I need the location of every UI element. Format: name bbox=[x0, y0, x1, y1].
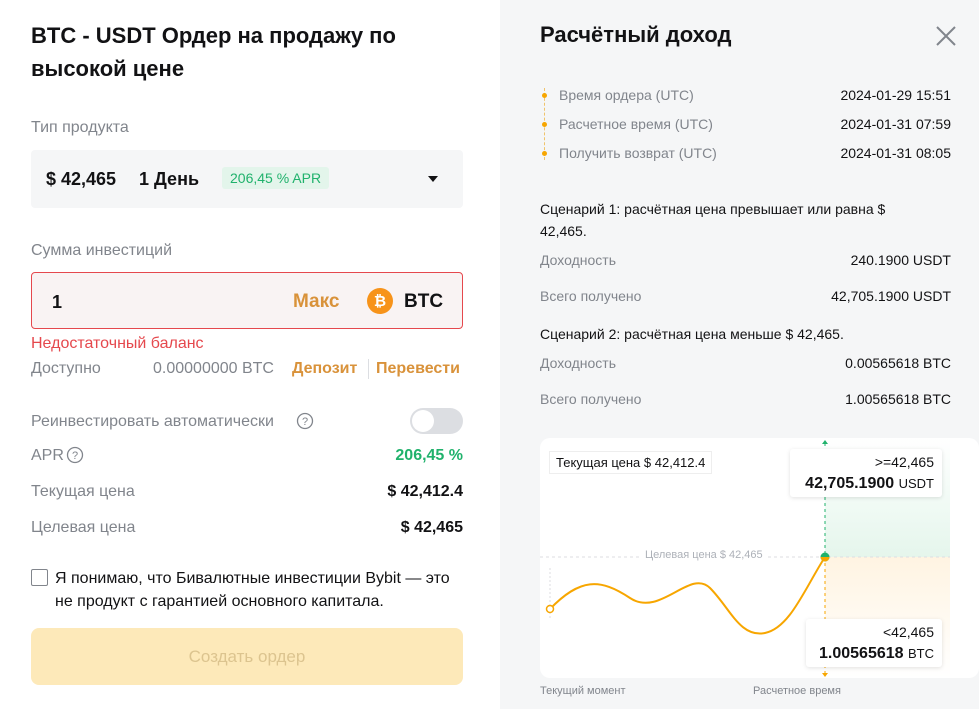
svg-text:?: ? bbox=[302, 416, 308, 428]
scenario-label: Всего получено bbox=[540, 288, 642, 304]
row-value: $ 42,465 bbox=[400, 519, 463, 536]
transfer-link[interactable]: Перевести bbox=[376, 360, 460, 377]
error-text: Недостаточный баланс bbox=[31, 335, 204, 352]
panel-title: Расчётный доход bbox=[540, 22, 732, 47]
timeline-value: 2024-01-31 08:05 bbox=[840, 145, 951, 161]
timeline-label: Получить возврат (UTC) bbox=[559, 145, 717, 161]
lower-unit: BTC bbox=[908, 646, 934, 661]
dropdown-arrow bbox=[428, 176, 438, 182]
max-button[interactable]: Макс bbox=[293, 291, 340, 312]
upper-unit: USDT bbox=[898, 476, 934, 491]
reinvest-label: Реинвестировать автоматически bbox=[31, 413, 274, 430]
x-end-label: Расчетное время bbox=[753, 685, 841, 697]
svg-text:?: ? bbox=[72, 450, 78, 462]
row-value: 206,45 % bbox=[395, 447, 463, 464]
scenario-label: Доходность bbox=[540, 355, 616, 371]
timeline-label: Время ордера (UTC) bbox=[559, 87, 694, 103]
scenario-value: 42,705.1900 USDT bbox=[831, 288, 951, 304]
agreement-text: Я понимаю, что Бивалютные инвестиции Byb… bbox=[55, 570, 450, 610]
timeline-dot bbox=[542, 93, 547, 98]
upper-condition: >=42,465 bbox=[874, 454, 934, 470]
info-icon[interactable]: ? bbox=[296, 412, 314, 430]
reinvest-toggle[interactable] bbox=[410, 408, 463, 434]
product-term: 1 День bbox=[139, 169, 200, 189]
lower-condition: <42,465 bbox=[883, 624, 934, 640]
amount-coin: BTC bbox=[404, 291, 444, 312]
right-panel: Расчётный доход Время ордера (UTC) 2024-0… bbox=[500, 0, 979, 709]
row-value: $ 42,412.4 bbox=[387, 483, 463, 500]
upper-box: >=42,465 42,705.1900 USDT bbox=[790, 449, 942, 497]
scenario-label: Всего получено bbox=[540, 391, 642, 407]
scenario-value: 0.00565618 BTC bbox=[845, 355, 951, 371]
timeline-value: 2024-01-31 07:59 bbox=[840, 116, 951, 132]
available-label: Доступно bbox=[31, 360, 101, 377]
upper-amount: 42,705.1900 bbox=[805, 475, 895, 492]
agreement-checkbox[interactable] bbox=[31, 569, 48, 586]
amount-label: Сумма инвестиций bbox=[31, 242, 173, 259]
timeline-label: Расчетное время (UTC) bbox=[559, 116, 713, 132]
current-price-label: Текущая цена $ 42,412.4 bbox=[549, 451, 713, 474]
scenario-title: Сценарий 1: расчётная цена превышает или… bbox=[540, 201, 886, 239]
timeline-dot bbox=[542, 122, 547, 127]
svg-text:₿: ₿ bbox=[374, 293, 386, 310]
row-label: Текущая цена bbox=[31, 483, 135, 500]
submit-button[interactable]: Создать ордер bbox=[31, 628, 463, 685]
row-label: Целевая цена bbox=[31, 519, 136, 536]
timeline-dot bbox=[542, 151, 547, 156]
lower-amount: 1.00565618 bbox=[819, 645, 904, 662]
product-price: $ 42,465 bbox=[46, 169, 117, 189]
left-panel: BTC - USDT Ордер на продажу по высокой ц… bbox=[31, 23, 463, 685]
product-label: Тип продукта bbox=[31, 119, 129, 136]
timeline-value: 2024-01-29 15:51 bbox=[840, 87, 951, 103]
scenario-value: 1.00565618 BTC bbox=[845, 391, 951, 407]
lower-box: <42,465 1.00565618 BTC bbox=[806, 619, 942, 667]
product-select[interactable]: $ 42,465 1 День 206,45 % APR bbox=[31, 150, 463, 208]
scenario-title: Сценарий 2: расчётная цена меньше $ 42,4… bbox=[540, 326, 844, 342]
chart-card: Текущая цена $ 42,412.4 Целевая цена $ 4… bbox=[540, 438, 979, 678]
x-start-label: Текущий момент bbox=[540, 685, 626, 697]
scenario-label: Доходность bbox=[540, 252, 616, 268]
available-value: 0.00000000 BTC bbox=[153, 360, 274, 377]
deposit-link[interactable]: Депозит bbox=[292, 360, 358, 377]
amount-value: 1 bbox=[52, 292, 63, 312]
target-label: Целевая цена $ 42,465 bbox=[642, 549, 766, 561]
btc-icon: ₿ bbox=[367, 288, 393, 314]
divider bbox=[368, 359, 369, 379]
close-button[interactable] bbox=[936, 26, 956, 46]
apr-badge: 206,45 % APR bbox=[222, 167, 330, 189]
amount-input[interactable]: 1 Макс ₿ BTC bbox=[31, 272, 463, 329]
info-icon[interactable]: ? bbox=[66, 446, 84, 464]
row-label: APR bbox=[31, 447, 64, 464]
title: BTC - USDT Ордер на продажу по высокой ц… bbox=[31, 23, 396, 81]
scenario-value: 240.1900 USDT bbox=[850, 252, 951, 268]
